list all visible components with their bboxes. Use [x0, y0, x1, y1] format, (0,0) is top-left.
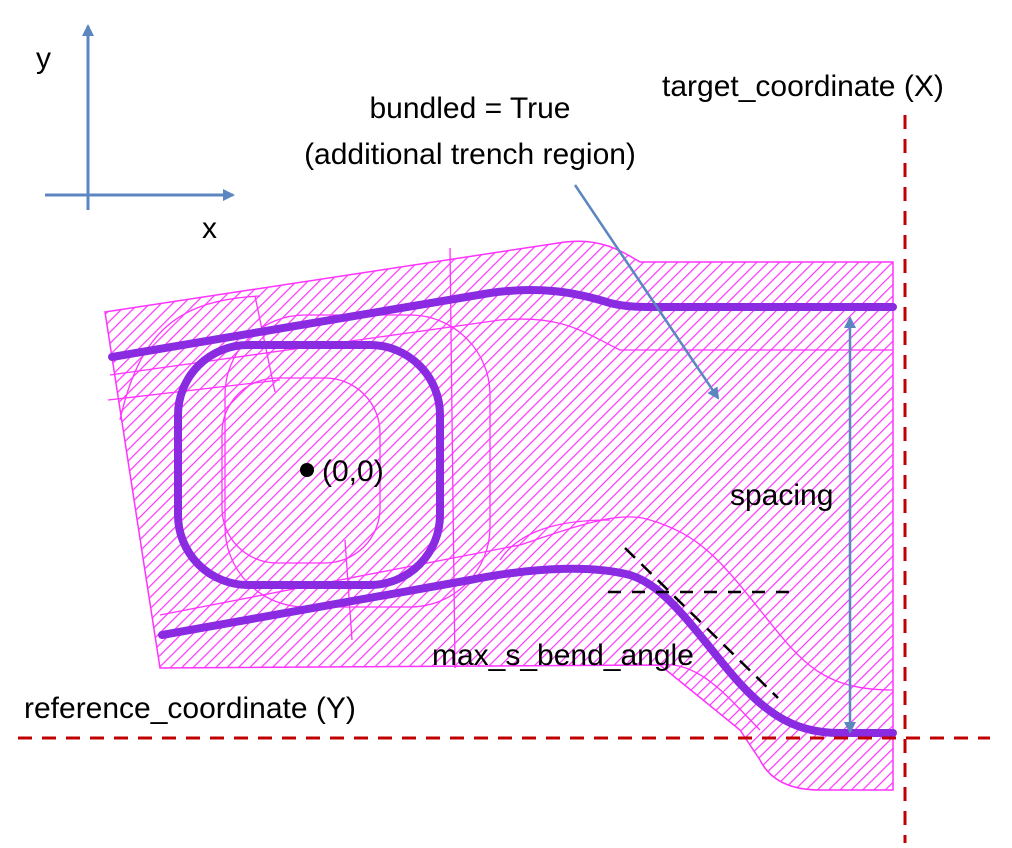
- ring-waveguide: [174, 341, 444, 589]
- top-waveguide: [108, 286, 897, 361]
- origin-label: (0,0): [322, 455, 384, 488]
- y-axis-label: y: [36, 42, 51, 75]
- bundled-label-line1: bundled = True: [370, 92, 571, 125]
- bundled-label-line2: (additional trench region): [304, 138, 636, 171]
- s-bend-tangent-line: [624, 547, 779, 699]
- origin-dot: [300, 463, 314, 477]
- waveguides: [108, 286, 897, 737]
- spacing-label: spacing: [730, 479, 833, 512]
- x-axis-label: x: [202, 212, 217, 245]
- bundled-callout-arrow: [573, 184, 720, 400]
- trench-outlines: [107, 247, 894, 731]
- target-coordinate-label: target_coordinate (X): [662, 70, 944, 103]
- max-s-bend-angle-label: max_s_bend_angle: [432, 639, 694, 672]
- reference-coordinate-label: reference_coordinate (Y): [24, 692, 356, 725]
- bottom-waveguide: [158, 564, 897, 737]
